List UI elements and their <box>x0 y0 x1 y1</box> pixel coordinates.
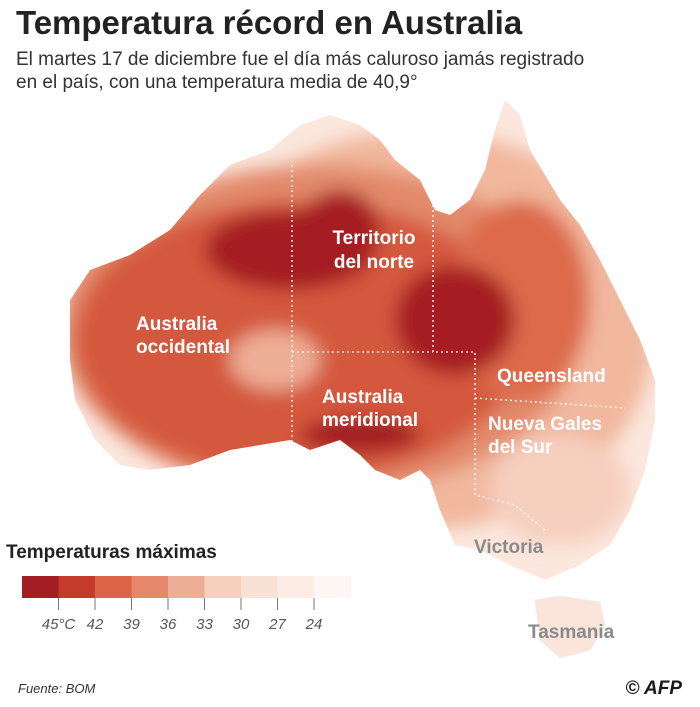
source: Fuente: BOM <box>18 681 95 696</box>
tasmania-shape <box>534 595 606 659</box>
legend-swatch <box>58 576 96 598</box>
legend-swatch <box>241 576 278 598</box>
legend-tick-label: 27 <box>268 616 286 633</box>
legend-tick-label: 33 <box>196 616 213 633</box>
state-borders <box>291 165 626 531</box>
legend-tick-label: 42 <box>87 616 104 633</box>
region-label: Victoria <box>474 537 544 558</box>
title: Temperatura récord en Australia <box>16 4 523 41</box>
region-label: Nueva Gales <box>488 414 602 435</box>
legend-tick-label: 45°C <box>42 616 76 633</box>
region-label: meridional <box>322 410 418 431</box>
legend-tick-label: 39 <box>123 616 140 633</box>
legend-swatch <box>22 576 59 598</box>
region-label: Tasmania <box>528 622 615 643</box>
legend-swatch <box>95 576 132 598</box>
legend-swatch <box>277 576 315 598</box>
region-label: occidental <box>136 337 230 358</box>
legend: 45°C 42 39 36 33 30 27 24 <box>22 576 351 633</box>
legend-swatch <box>314 576 351 598</box>
legend-tick-label: 24 <box>305 616 323 633</box>
region-labels: Territorio del norte Australia occidenta… <box>136 228 615 643</box>
region-label: del norte <box>334 252 414 273</box>
credit: © AFP <box>625 678 682 699</box>
region-label: Australia <box>322 387 404 408</box>
australia-mainland <box>70 100 655 580</box>
region-label: Territorio <box>332 228 415 249</box>
region-label: Queensland <box>497 366 606 387</box>
region-label: del Sur <box>488 437 553 458</box>
subtitle: El martes 17 de diciembre fue el día más… <box>16 49 584 70</box>
legend-swatch <box>204 576 242 598</box>
subtitle: en el país, con una temperatura media de… <box>16 72 418 93</box>
legend-swatch <box>168 576 205 598</box>
legend-swatch <box>131 576 169 598</box>
region-label: Australia <box>136 314 218 335</box>
legend-title: Temperaturas máximas <box>6 542 217 563</box>
legend-tick-label: 36 <box>160 616 177 633</box>
legend-tick-label: 30 <box>233 616 250 633</box>
